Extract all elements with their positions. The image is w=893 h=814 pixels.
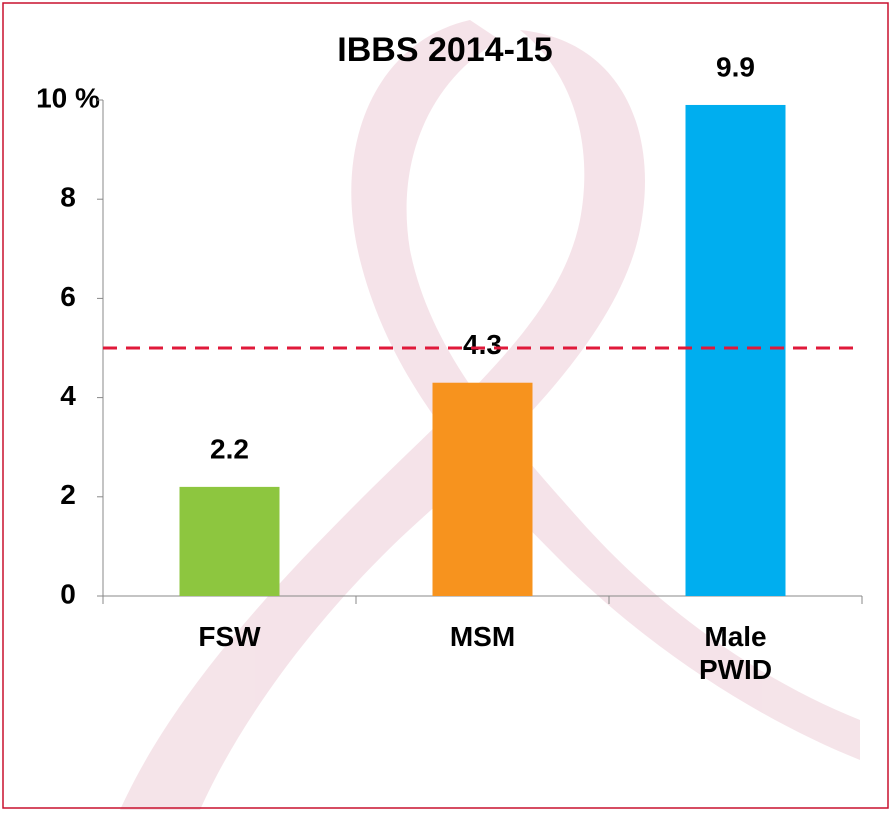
x-tick-label: MSM [449,621,516,652]
bar [179,486,280,596]
bar [432,382,533,596]
x-tick-label: FSW [198,621,261,652]
value-label: 2.2 [210,433,249,464]
value-label: 9.9 [716,51,755,82]
y-tick-label: 0 [60,578,76,609]
y-tick-label: 6 [60,281,76,312]
y-tick-label: 10 % [36,82,100,113]
x-tick-label: Male PWID [698,621,773,685]
y-tick-label: 4 [60,380,76,411]
bar [685,104,786,597]
y-tick-label: 8 [60,182,76,213]
y-tick-label: 2 [60,479,76,510]
chart-title: IBBS 2014-15 [337,31,552,69]
value-label: 4.3 [463,329,502,360]
